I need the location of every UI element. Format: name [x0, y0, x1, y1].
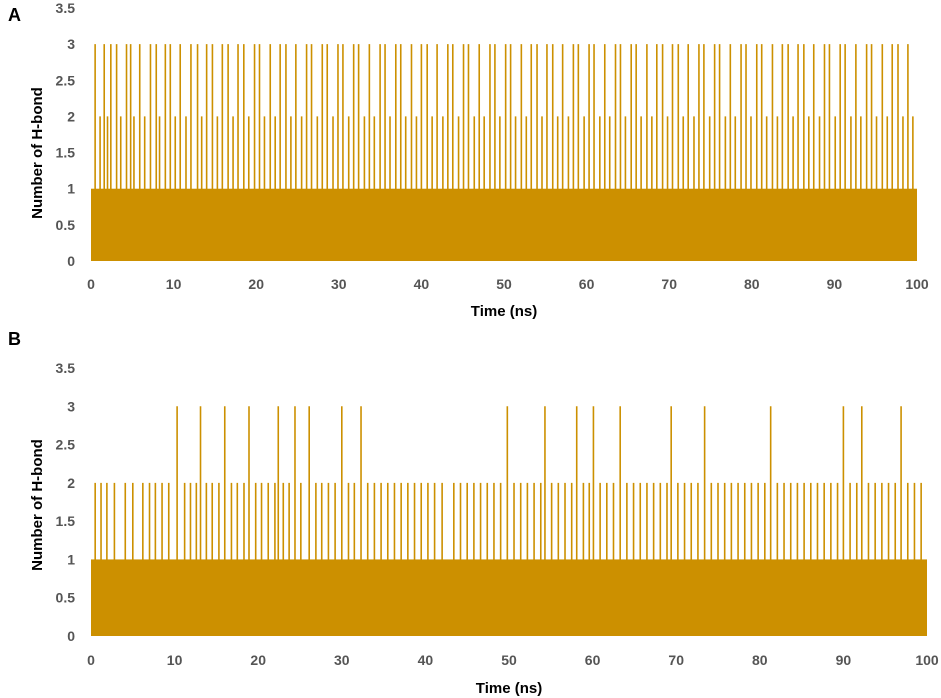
- panel-label-b: B: [8, 329, 21, 349]
- x-tick-label: 60: [585, 652, 601, 668]
- y-axis-title-b: Number of H-bond: [29, 439, 46, 571]
- y-tick-label: 3: [67, 36, 75, 52]
- x-tick-label: 70: [661, 276, 677, 292]
- y-tick-label: 0: [67, 628, 75, 644]
- x-tick-label: 90: [827, 276, 843, 292]
- x-tick-label: 20: [250, 652, 266, 668]
- x-tick-label: 10: [167, 652, 183, 668]
- x-tick-labels-b: 0 10 20 30 40 50 60 70 80 90 100: [87, 652, 939, 668]
- y-tick-label: 1.5: [56, 513, 76, 529]
- x-tick-label: 80: [752, 652, 768, 668]
- y-tick-label: 2.5: [56, 72, 76, 88]
- x-tick-label: 40: [414, 276, 430, 292]
- series-marks-a: [91, 44, 917, 261]
- x-tick-label: 60: [579, 276, 595, 292]
- y-tick-label: 0.5: [56, 590, 76, 606]
- y-tick-label: 2: [67, 475, 75, 491]
- x-tick-label: 50: [496, 276, 512, 292]
- y-axis-title-a: Number of H-bond: [29, 87, 46, 219]
- x-tick-label: 80: [744, 276, 760, 292]
- x-axis-title-b: Time (ns): [476, 680, 542, 697]
- panel-label-a: A: [8, 5, 21, 25]
- y-tick-label: 2.5: [56, 437, 76, 453]
- x-tick-label: 20: [248, 276, 264, 292]
- x-tick-label: 100: [905, 276, 929, 292]
- x-tick-label: 100: [915, 652, 939, 668]
- x-axis-title-a: Time (ns): [471, 303, 537, 320]
- y-tick-label: 3: [67, 398, 75, 414]
- y-tick-labels-b: 0 0.5 1 1.5 2 2.5 3 3.5: [56, 360, 76, 644]
- series-marks-b: [91, 406, 927, 636]
- x-tick-label: 10: [166, 276, 182, 292]
- y-tick-label: 3.5: [56, 0, 76, 16]
- x-tick-label: 50: [501, 652, 517, 668]
- x-tick-label: 40: [418, 652, 434, 668]
- y-tick-label: 2: [67, 108, 75, 124]
- x-tick-label: 70: [668, 652, 684, 668]
- x-tick-label: 90: [836, 652, 852, 668]
- chart-panel-b: B Number of H-bond Time (ns) 0 0.5 1 1.5 2 2.…: [8, 329, 939, 697]
- y-tick-label: 1: [67, 181, 75, 197]
- x-tick-labels-a: 0 10 20 30 40 50 60 70 80 90 100: [87, 276, 929, 292]
- x-tick-label: 0: [87, 652, 95, 668]
- y-tick-label: 1: [67, 551, 75, 567]
- y-tick-label: 0: [67, 253, 75, 269]
- chart-panel-a: A Number of H-bond Time (ns) 0 0.5 1 1.5 2 2.…: [8, 0, 929, 320]
- y-tick-label: 3.5: [56, 360, 76, 376]
- x-tick-label: 0: [87, 276, 95, 292]
- y-tick-label: 1.5: [56, 145, 76, 161]
- x-tick-label: 30: [331, 276, 347, 292]
- baseline-area-b: [91, 559, 927, 636]
- x-tick-label: 30: [334, 652, 350, 668]
- y-tick-labels-a: 0 0.5 1 1.5 2 2.5 3 3.5: [56, 0, 76, 269]
- y-tick-label: 0.5: [56, 217, 76, 233]
